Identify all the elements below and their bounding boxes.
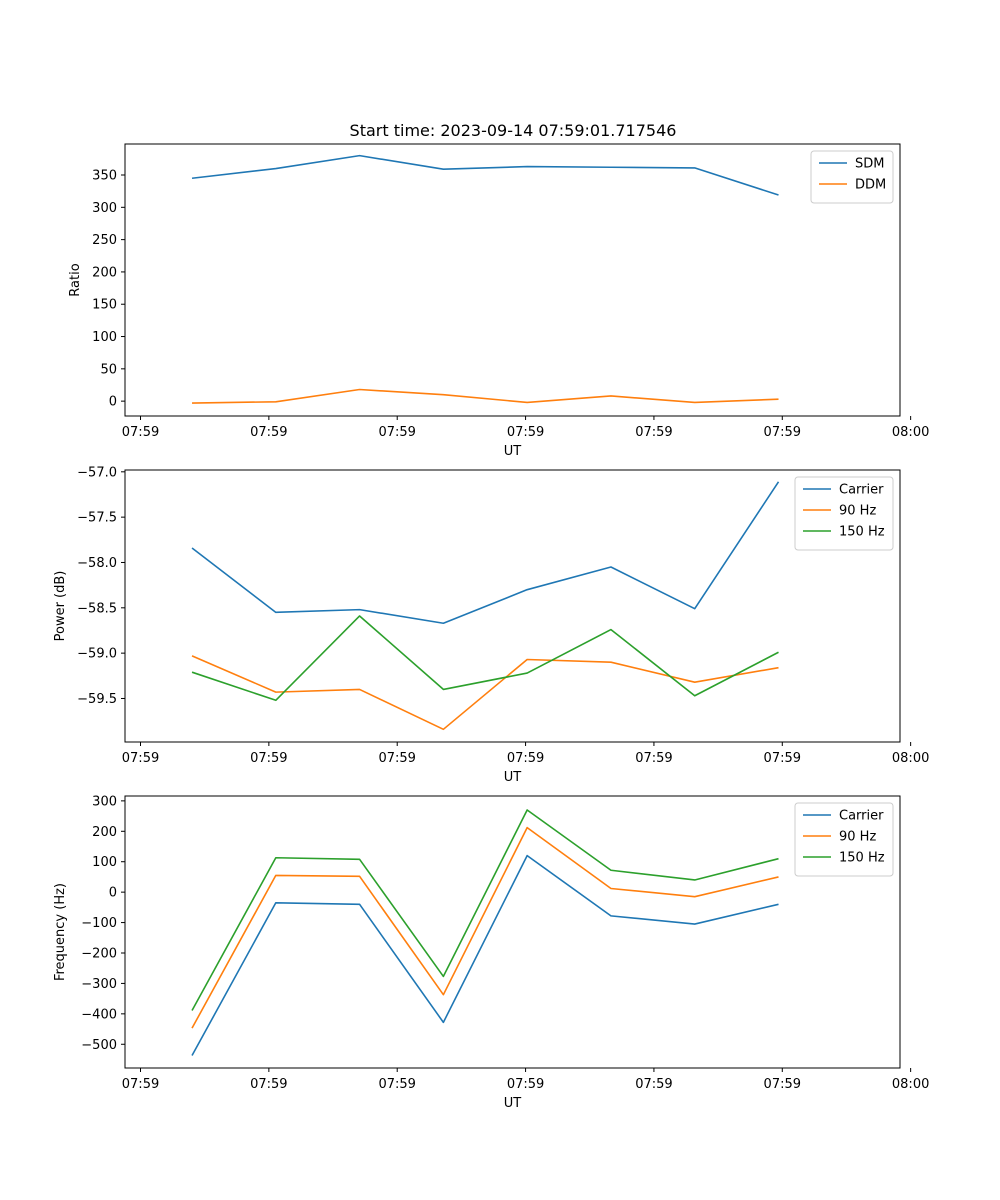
axes-frame: [124, 469, 901, 743]
y-tick-label: −400: [81, 1007, 117, 1022]
y-tick-label: 0: [109, 886, 117, 901]
series-line-150-hz: [191, 809, 779, 1011]
y-tick-label: 100: [92, 330, 117, 345]
x-axis-label: UT: [504, 444, 522, 459]
x-axis-label: UT: [504, 770, 522, 785]
y-tick-label: 200: [92, 265, 117, 280]
x-tick-label: 07:59: [635, 1077, 672, 1092]
x-tick-label: 07:59: [250, 425, 287, 440]
series-line-sdm: [191, 154, 779, 196]
y-tick-label: 50: [100, 362, 117, 377]
y-tick-label: 100: [92, 855, 117, 870]
series-line-carrier: [191, 854, 779, 1056]
axes-frame: [124, 143, 901, 417]
x-tick-label: 07:59: [378, 751, 415, 766]
y-tick-label: −59.0: [77, 647, 117, 662]
subplot-1: 07:59 07:59 07:59 07:59 07:59 07:59 08:00 0 50 10…: [68, 143, 929, 459]
legend: SDM DDM: [810, 150, 894, 204]
legend-label: Carrier: [839, 809, 884, 824]
y-tick-label: −58.0: [77, 556, 117, 571]
y-tick-label: −58.5: [77, 601, 117, 616]
legend-box: [810, 150, 894, 204]
legend-label: SDM: [855, 157, 884, 172]
y-axis-label: Power (dB): [53, 571, 68, 642]
series-line-carrier: [191, 481, 780, 625]
y-tick-label: 200: [92, 825, 117, 840]
y-tick-label: −300: [81, 977, 117, 992]
subplot-2: 07:59 07:59 07:59 07:59 07:59 07:59 08:00 −59.5…: [53, 465, 929, 785]
y-tick-label: −200: [81, 946, 117, 961]
x-tick-label: 08:00: [892, 751, 929, 766]
y-axis-label: Ratio: [68, 263, 83, 296]
x-tick-label: 07:59: [250, 751, 287, 766]
y-tick-label: 300: [92, 794, 117, 809]
series-line-90-hz: [191, 826, 779, 1029]
x-tick-label: 07:59: [122, 425, 159, 440]
legend-label: Carrier: [839, 483, 884, 498]
y-axis-label: Frequency (Hz): [53, 883, 68, 981]
x-tick-label: 07:59: [635, 425, 672, 440]
legend-label: 90 Hz: [839, 504, 876, 519]
y-tick-label: 350: [92, 169, 117, 184]
axes-frame: [124, 795, 901, 1069]
x-tick-label: 08:00: [892, 1077, 929, 1092]
x-tick-label: 07:59: [250, 1077, 287, 1092]
legend-label: 150 Hz: [839, 851, 885, 866]
legend: Carrier 90 Hz 150 Hz: [794, 476, 894, 551]
x-tick-label: 07:59: [507, 1077, 544, 1092]
x-tick-label: 07:59: [122, 1077, 159, 1092]
x-tick-label: 07:59: [764, 751, 801, 766]
y-tick-label: 250: [92, 233, 117, 248]
x-tick-label: 07:59: [507, 751, 544, 766]
x-tick-label: 07:59: [507, 425, 544, 440]
legend-label: 150 Hz: [839, 525, 885, 540]
y-tick-label: 300: [92, 201, 117, 216]
x-tick-label: 07:59: [764, 1077, 801, 1092]
y-tick-label: −100: [81, 916, 117, 931]
figure-title: Start time: 2023-09-14 07:59:01.717546: [350, 121, 677, 140]
series-line-ddm: [192, 388, 779, 404]
x-axis-label: UT: [504, 1096, 522, 1111]
x-tick-label: 08:00: [892, 425, 929, 440]
legend: Carrier 90 Hz 150 Hz: [794, 802, 894, 877]
x-tick-label: 07:59: [635, 751, 672, 766]
series-line-90-hz: [191, 655, 779, 731]
x-tick-label: 07:59: [378, 425, 415, 440]
y-tick-label: 0: [109, 395, 117, 410]
subplot-3: 07:59 07:59 07:59 07:59 07:59 07:59 08:00 −500 −…: [53, 794, 929, 1111]
plots: 07:59 07:59 07:59 07:59 07:59 07:59 08:00 0 50 10…: [53, 143, 929, 1111]
x-tick-label: 07:59: [122, 751, 159, 766]
y-tick-label: −57.5: [77, 511, 117, 526]
y-tick-label: 150: [92, 298, 117, 313]
legend-label: DDM: [855, 178, 886, 193]
series-line-150-hz: [191, 615, 779, 702]
y-tick-label: −59.5: [77, 692, 117, 707]
legend-label: 90 Hz: [839, 830, 876, 845]
y-tick-label: −57.0: [77, 465, 117, 480]
x-tick-label: 07:59: [378, 1077, 415, 1092]
x-tick-label: 07:59: [764, 425, 801, 440]
y-tick-label: −500: [81, 1038, 117, 1053]
